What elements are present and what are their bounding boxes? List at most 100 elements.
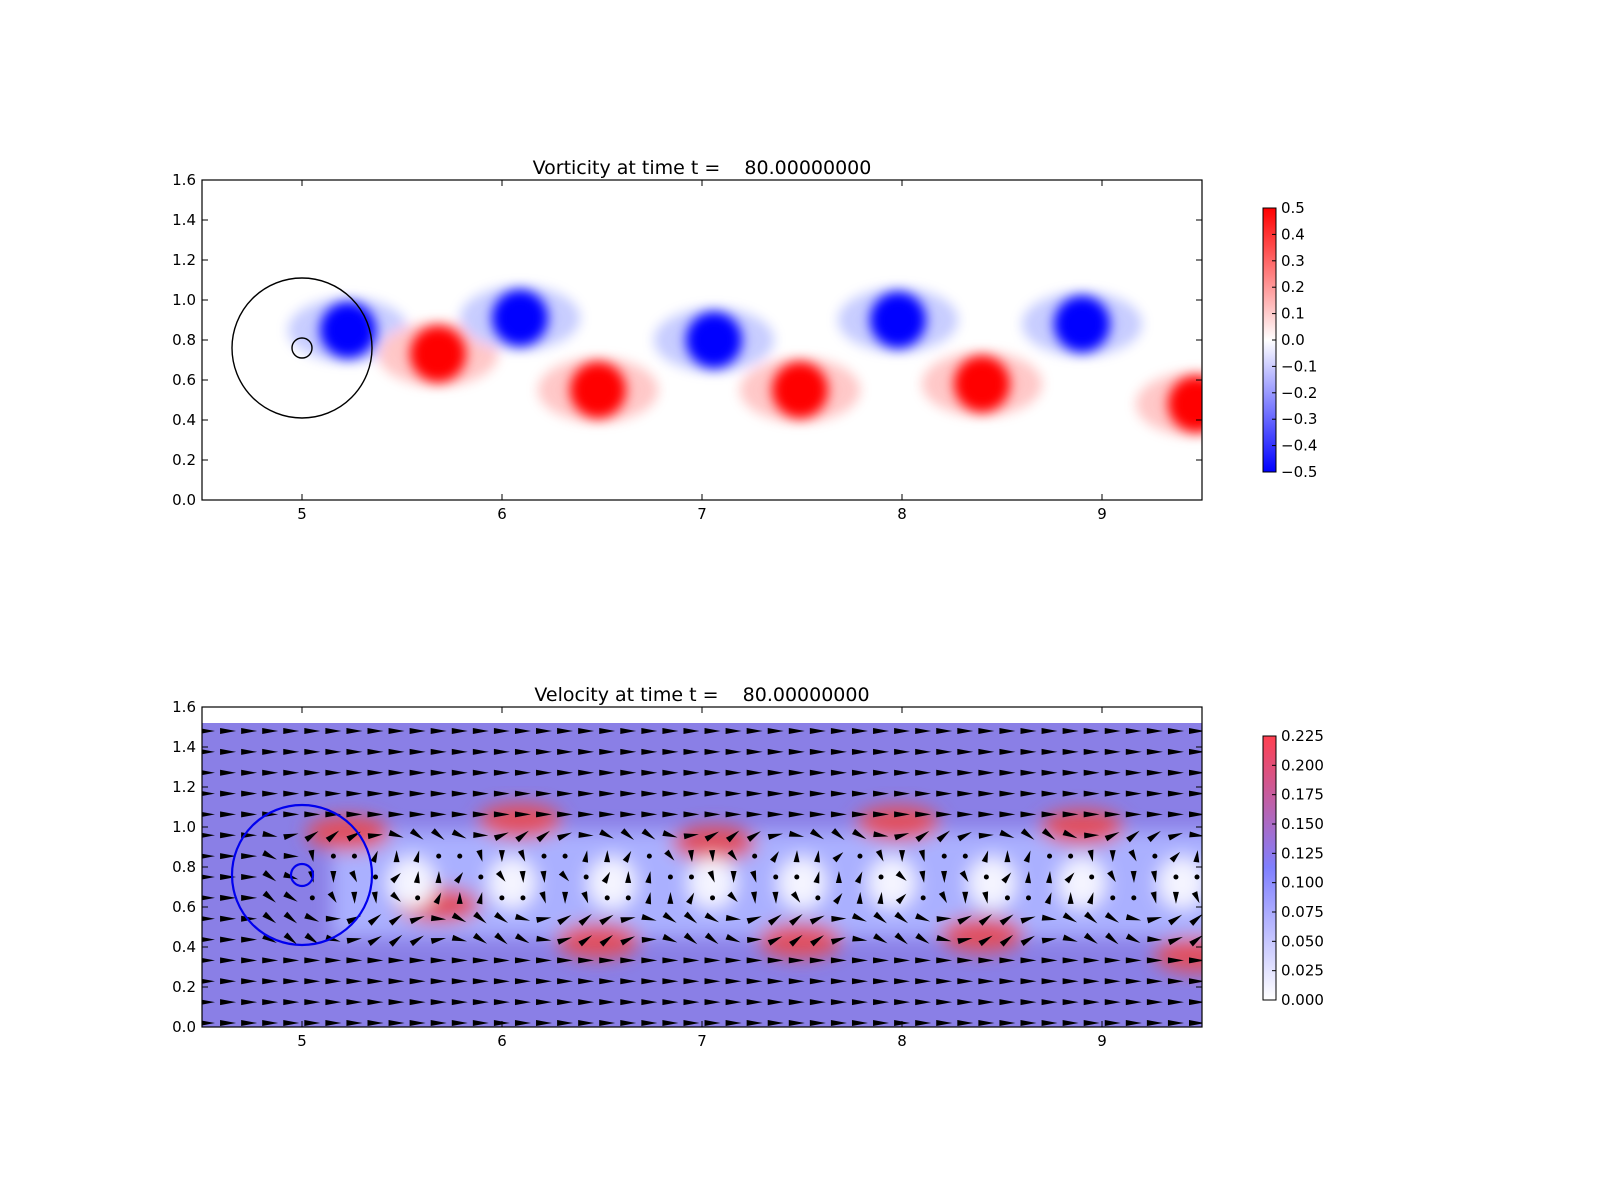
- quiver-arrow: [262, 957, 279, 964]
- quiver-arrow: [514, 957, 531, 964]
- quiver-arrow: [936, 957, 953, 964]
- quiver-arrow: [851, 1020, 868, 1026]
- quiver-dot: [1047, 853, 1053, 859]
- quiver-arrow: [1041, 748, 1058, 755]
- quiver-arrow: [241, 728, 258, 734]
- quiver-arrow: [202, 853, 215, 859]
- quiver-arrow: [536, 957, 553, 964]
- quiver-arrow: [957, 915, 972, 925]
- quiver-arrow: [283, 978, 300, 985]
- quiver-arrow: [662, 912, 677, 923]
- quiver-arrow: [809, 790, 826, 797]
- quiver-arrow: [788, 830, 805, 837]
- colorbar-tick-label: 0.075: [1281, 903, 1324, 921]
- quiver-arrow: [493, 769, 510, 776]
- quiver-arrow: [978, 1020, 995, 1026]
- quiver-arrow: [346, 811, 363, 818]
- quiver-arrow: [915, 830, 930, 843]
- quiver-arrow: [895, 870, 907, 881]
- quiver-arrow: [725, 999, 742, 1006]
- obstacle-circle: [231, 277, 373, 419]
- quiver-arrow: [367, 957, 384, 964]
- quiver-arrow: [873, 978, 890, 985]
- vortex-core: [870, 292, 926, 348]
- quiver-arrow: [451, 811, 468, 818]
- quiver-arrow: [1150, 870, 1157, 883]
- quiver-arrow: [220, 936, 237, 943]
- quiver-arrow: [327, 891, 337, 903]
- quiver-dot: [436, 853, 442, 859]
- quiver-arrow: [727, 891, 738, 903]
- quiver-arrow: [873, 1020, 890, 1026]
- quiver-arrow: [746, 916, 762, 924]
- quiver-arrow: [493, 832, 509, 841]
- quiver-arrow: [641, 828, 656, 840]
- quiver-arrow: [894, 833, 910, 841]
- quiver-arrow: [830, 728, 847, 734]
- quiver-arrow: [1041, 728, 1058, 734]
- quiver-arrow: [1130, 870, 1137, 883]
- quiver-arrow: [830, 748, 847, 755]
- quiver-arrow: [620, 957, 637, 964]
- quiver-dot: [941, 853, 947, 859]
- vorticity-chart-title: Vorticity at time t = 80.00000000: [533, 157, 872, 179]
- quiver-arrow: [1020, 728, 1037, 734]
- quiver-arrow: [304, 978, 321, 985]
- quiver-arrow: [894, 932, 908, 945]
- quiver-arrow: [1062, 1020, 1079, 1026]
- quiver-arrow: [540, 870, 547, 883]
- quiver-arrow: [957, 790, 974, 797]
- quiver-arrow: [283, 852, 299, 859]
- quiver-arrow: [325, 790, 342, 797]
- quiver-arrow: [1041, 914, 1057, 921]
- quiver-arrow: [978, 957, 995, 964]
- quiver-arrow: [1107, 870, 1116, 883]
- quiver-arrow: [936, 811, 953, 818]
- vorticity-chart: Vorticity at time t = 80.00000000 5 6 7 8 9 0…: [172, 157, 1317, 523]
- quiver-dot: [1152, 853, 1158, 859]
- quiver-arrow: [430, 1020, 447, 1026]
- quiver-arrow: [1168, 914, 1183, 926]
- quiver-arrow: [202, 728, 215, 734]
- quiver-arrow: [557, 914, 572, 926]
- quiver-arrow: [304, 769, 321, 776]
- quiver-arrow: [788, 999, 805, 1006]
- quiver-arrow: [793, 850, 800, 863]
- quiver-arrow: [1189, 728, 1202, 734]
- quiver-arrow: [936, 916, 952, 923]
- quiver-arrow: [514, 748, 531, 755]
- quiver-arrow: [999, 934, 1014, 947]
- quiver-arrow: [388, 914, 403, 926]
- quiver-arrow: [664, 849, 675, 861]
- quiver-arrow: [599, 999, 616, 1006]
- quiver-arrow: [1062, 999, 1079, 1006]
- quiver-arrow: [557, 832, 573, 841]
- quiver-arrow: [856, 891, 863, 905]
- quiver-arrow: [283, 891, 298, 902]
- quiver-arrow: [325, 957, 342, 964]
- quiver-arrow: [346, 957, 363, 964]
- quiver-arrow: [202, 770, 215, 776]
- quiver-arrow: [788, 769, 805, 776]
- quiver-arrow: [767, 790, 784, 797]
- quiver-arrow: [346, 1020, 363, 1026]
- quiver-arrow: [1104, 748, 1121, 755]
- quiver-arrow: [536, 728, 553, 734]
- quiver-arrow: [430, 999, 447, 1006]
- quiver-arrow: [981, 850, 989, 863]
- quiver-arrow: [1169, 851, 1181, 863]
- quiver-arrow: [915, 932, 930, 944]
- speed-lobe: [556, 923, 640, 959]
- quiver-arrow: [220, 999, 237, 1006]
- quiver-arrow: [451, 957, 468, 964]
- quiver-arrow: [978, 832, 994, 839]
- quiver-arrow: [1146, 728, 1163, 734]
- quiver-arrow: [262, 911, 277, 924]
- quiver-arrow: [687, 849, 694, 863]
- colorbar-tick-label: 0.0: [1281, 331, 1305, 349]
- quiver-arrow: [472, 811, 489, 818]
- x-tick-label: 7: [697, 1032, 707, 1050]
- quiver-arrow: [936, 769, 953, 776]
- quiver-dot: [541, 853, 547, 859]
- quiver-arrow: [283, 999, 300, 1006]
